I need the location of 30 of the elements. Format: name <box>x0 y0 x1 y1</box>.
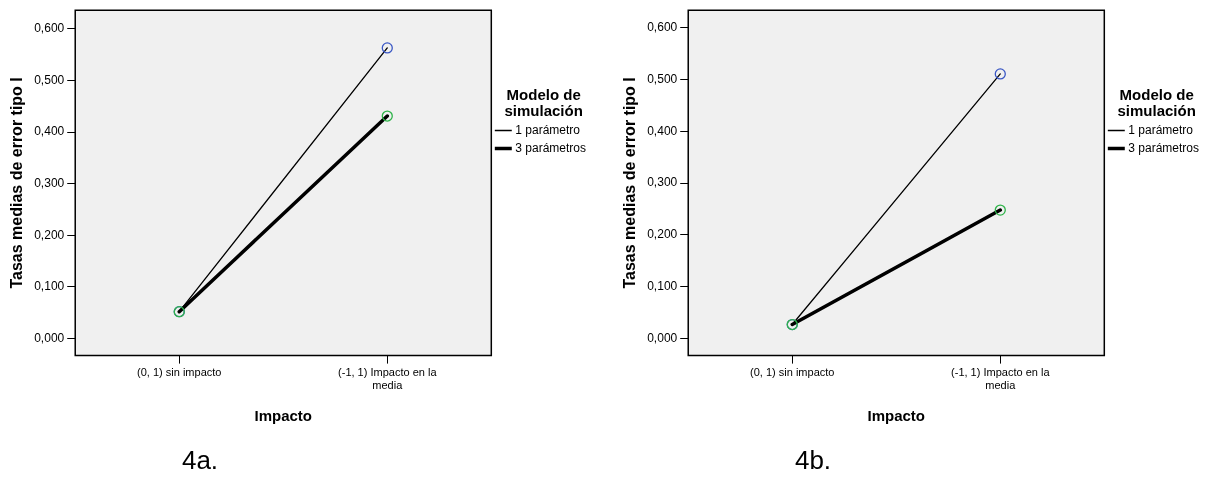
y-tick-label: 0,600 <box>647 20 678 35</box>
x-tick-label: (-1, 1) Impacto en la media <box>338 366 438 392</box>
y-tick-label: 0,000 <box>647 330 678 345</box>
y-axis-title: Tasas medias de error tipo I <box>8 77 26 289</box>
y-tick-label: 0,100 <box>34 279 65 294</box>
y-tick-label: 0,600 <box>34 21 65 36</box>
text: 4a. <box>180 445 220 476</box>
legend-label: 3 parámetros <box>1128 140 1199 155</box>
y-tick-label: 0,300 <box>34 175 65 190</box>
y-tick-label: 0,400 <box>647 123 678 138</box>
x-tick-label: (-1, 1) Impacto en la media <box>951 366 1051 392</box>
legend-label: 3 parámetros <box>515 140 586 155</box>
y-tick-label: 0,200 <box>34 227 65 242</box>
y-tick-label: 0,300 <box>647 175 678 190</box>
x-tick-label: (0, 1) sin impacto <box>137 366 222 379</box>
legend-title: Modelo de simulación <box>1117 85 1196 120</box>
y-tick-label: 0,400 <box>34 124 65 139</box>
x-axis-title: Impacto <box>254 407 313 425</box>
y-tick-label: 0,100 <box>647 279 678 294</box>
y-tick-label: 0,200 <box>647 227 678 242</box>
legend-title: Modelo de simulación <box>504 85 583 120</box>
legend-label: 1 parámetro <box>515 122 581 137</box>
x-axis-title: Impacto <box>867 407 926 425</box>
y-tick-label: 0,000 <box>34 330 65 345</box>
y-tick-label: 0,500 <box>34 72 65 87</box>
y-tick-label: 0,500 <box>647 71 678 86</box>
x-tick-label: (0, 1) sin impacto <box>750 366 835 379</box>
legend-label: 1 parámetro <box>1128 122 1194 137</box>
text: 4b. <box>793 445 833 476</box>
y-axis-title: Tasas medias de error tipo I <box>621 77 639 289</box>
